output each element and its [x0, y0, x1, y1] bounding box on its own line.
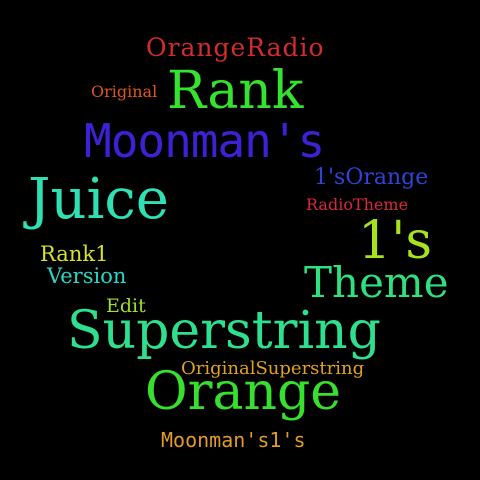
word-moonmans: Moonman's	[84, 114, 325, 168]
word-theme: Theme	[304, 258, 449, 307]
word-originalsuperstring: OriginalSuperstring	[181, 358, 365, 379]
word-1sorange: 1'sOrange	[314, 165, 429, 190]
word-rank: Rank	[167, 61, 304, 121]
word-original: Original	[91, 82, 158, 101]
word-rank1: Rank1	[40, 242, 109, 266]
word-1s: 1's	[358, 211, 433, 271]
word-juice: Juice	[28, 167, 169, 232]
word-moonmans1s: Moonman's1's	[161, 428, 306, 452]
word-superstring: Superstring	[67, 301, 381, 361]
word-version: Version	[47, 264, 127, 288]
word-orangeradio: OrangeRadio	[146, 33, 325, 62]
word-radiotheme: RadioTheme	[306, 195, 409, 214]
word-edit: Edit	[106, 295, 146, 317]
word-orange: Orange	[145, 362, 342, 422]
